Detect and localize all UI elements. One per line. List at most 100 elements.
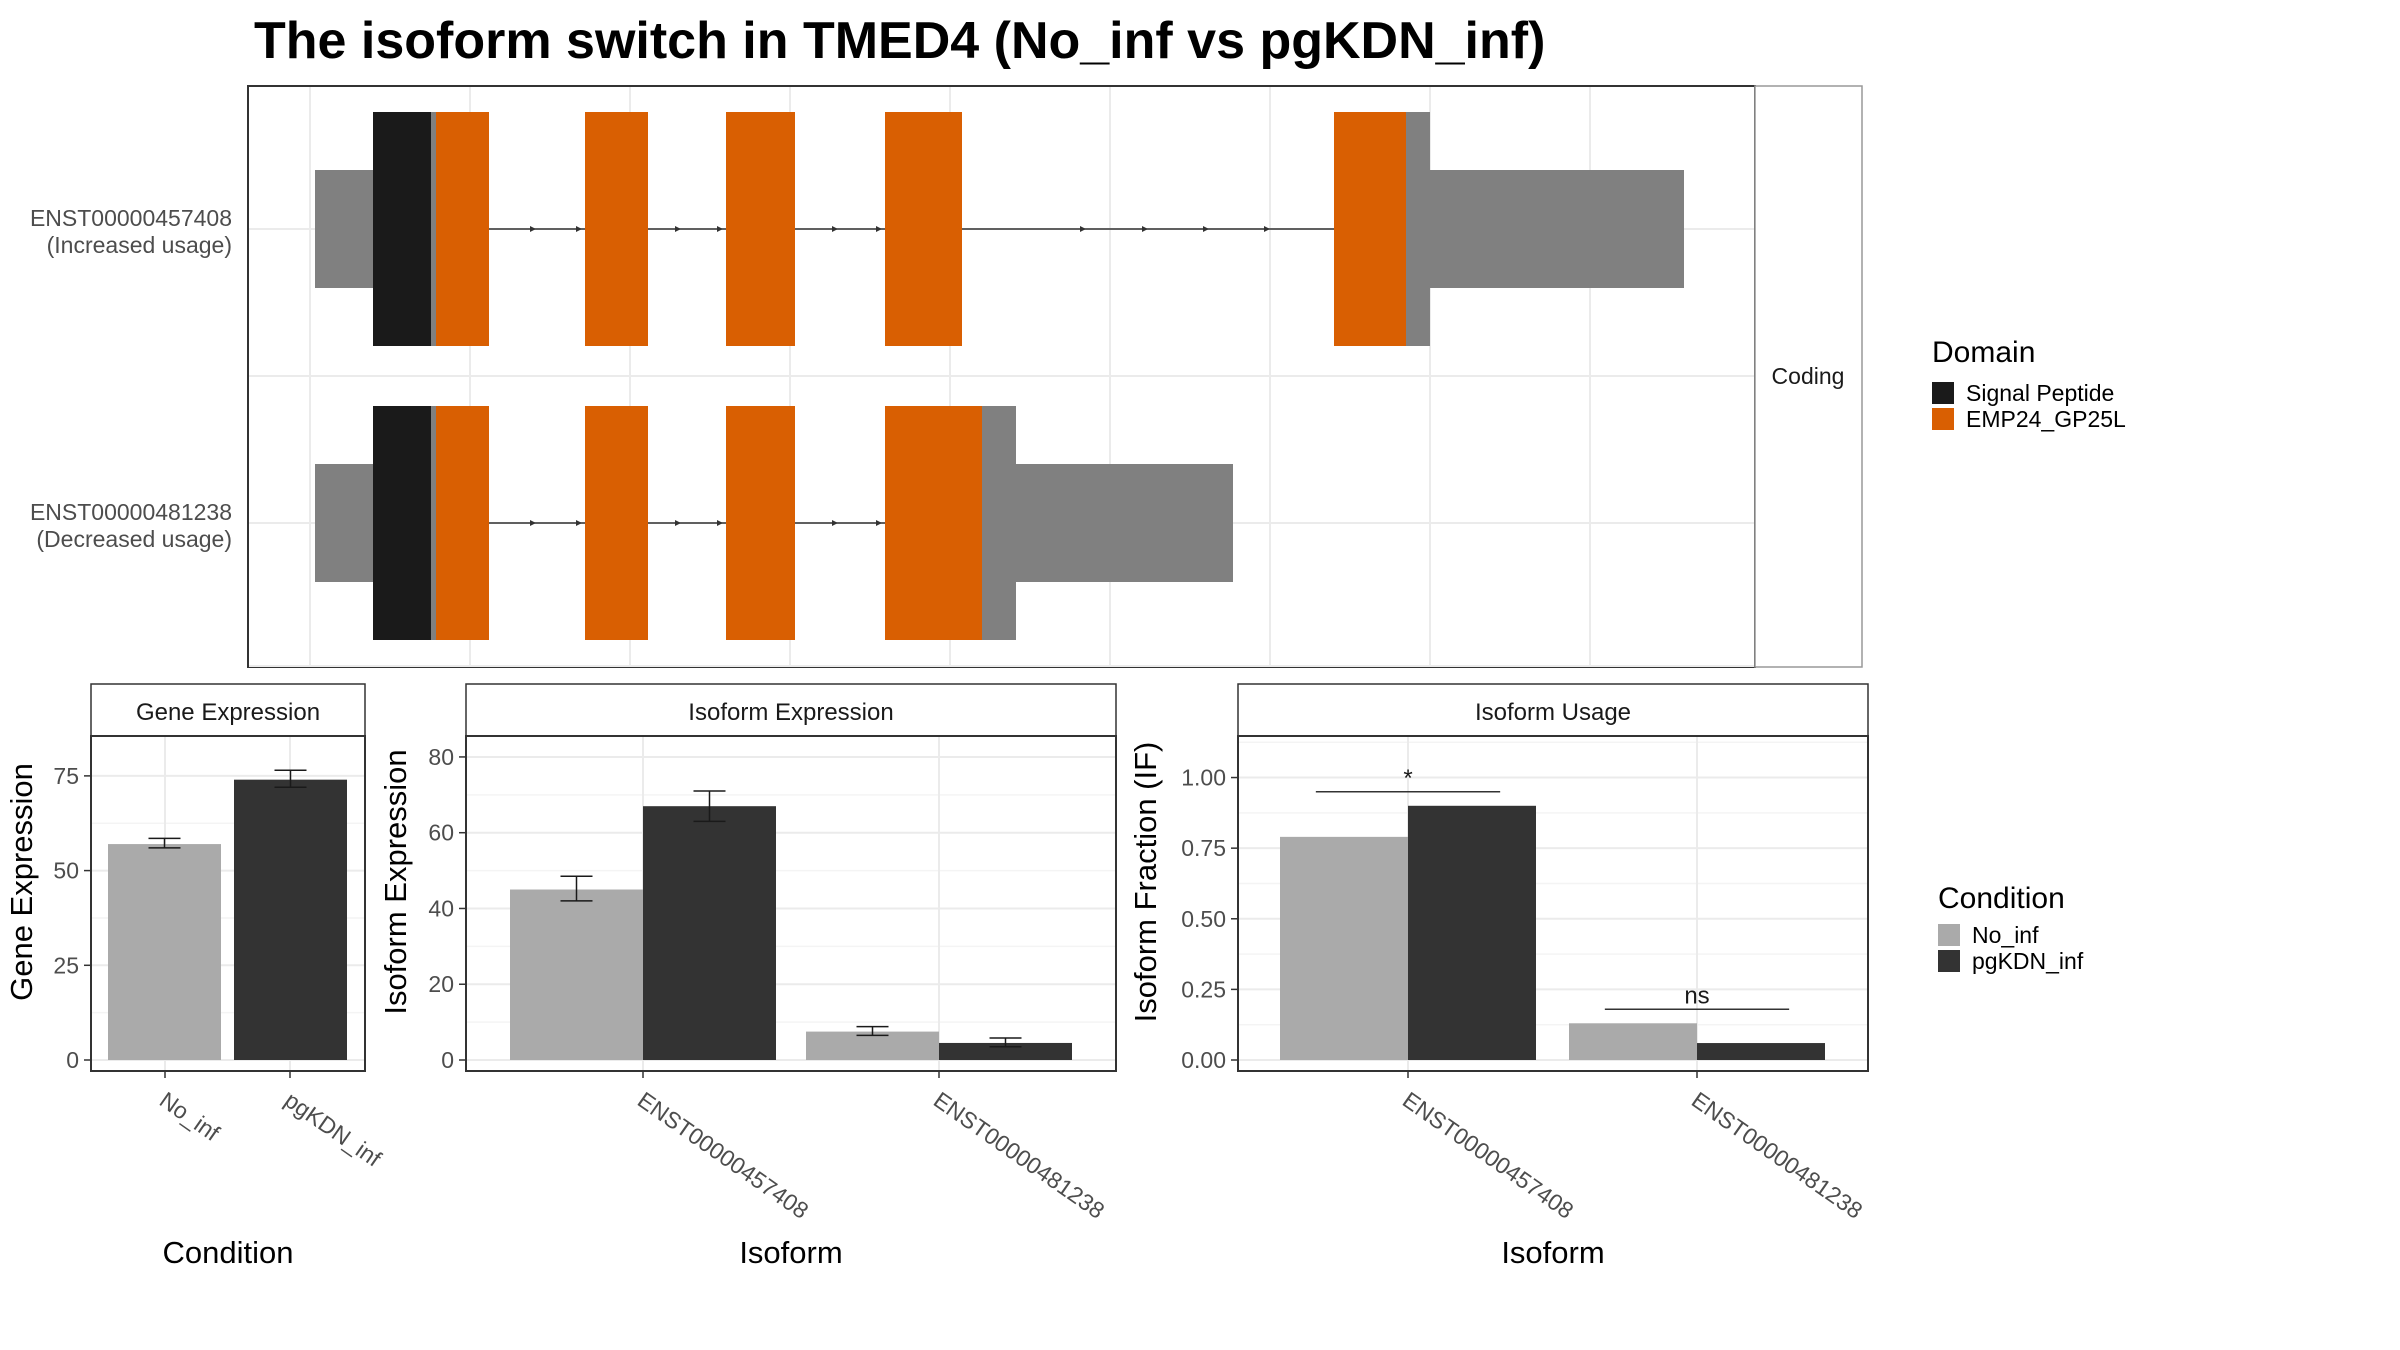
bar — [806, 1031, 939, 1060]
intron-arrow — [576, 520, 582, 526]
utr-block — [1404, 170, 1684, 288]
y-tick-label: 1.00 — [1181, 765, 1226, 791]
intron-arrow — [832, 226, 838, 232]
transcript-2-note: (Decreased usage) — [36, 526, 232, 552]
intron-arrow — [1264, 226, 1270, 232]
intron-arrow — [576, 226, 582, 232]
intron-arrow — [1203, 226, 1209, 232]
emp24-domain-block — [1334, 112, 1406, 346]
bar — [108, 844, 221, 1060]
y-tick-label: 0 — [66, 1047, 79, 1073]
y-tick-label: 40 — [428, 895, 454, 921]
intron-arrow — [717, 520, 723, 526]
transcript-1-note: (Increased usage) — [47, 232, 232, 258]
cds-no-domain-block — [982, 406, 1016, 640]
condition-legend: Condition No_inf pgKDN_inf — [1938, 882, 2084, 974]
emp24-domain-block — [436, 112, 489, 346]
intron-arrow — [717, 226, 723, 232]
legend-swatch-no-inf — [1938, 924, 1960, 946]
emp24-domain-block — [726, 112, 795, 346]
structure-shapes — [315, 112, 1684, 640]
x-tick-label: ENST00000457408 — [1398, 1087, 1578, 1224]
utr-block — [315, 464, 373, 582]
signal-peptide-block — [373, 112, 431, 346]
panel-strip — [1237, 683, 1869, 737]
cds-no-domain-block — [1406, 112, 1430, 346]
strip-coding — [1754, 85, 1863, 668]
utr-block — [980, 464, 1233, 582]
legend-label-signal-peptide: Signal Peptide — [1966, 380, 2114, 406]
legend-swatch-pgkdn-inf — [1938, 950, 1960, 972]
structure-panel: Coding ENST00000457408 (Increased usage)… — [30, 85, 1863, 668]
emp24-domain-block — [726, 406, 795, 640]
cds-no-domain-block — [431, 112, 436, 346]
y-tick-label: 0.25 — [1181, 976, 1226, 1002]
domain-legend: Domain Signal Peptide EMP24_GP25L — [1932, 336, 2126, 432]
y-tick-label: 25 — [53, 952, 79, 978]
y-tick-label: 0.50 — [1181, 906, 1226, 932]
bar — [643, 806, 776, 1060]
significance-label: * — [1403, 765, 1412, 792]
significance-label: ns — [1684, 982, 1709, 1009]
y-tick-label: 60 — [428, 820, 454, 846]
x-tick-label: pgKDN_inf — [280, 1087, 387, 1172]
intron-arrow — [530, 520, 536, 526]
bar — [1569, 1023, 1697, 1060]
intron-arrow — [876, 226, 882, 232]
transcript-1-id: ENST00000457408 — [30, 205, 232, 231]
transcript-2-id: ENST00000481238 — [30, 499, 232, 525]
isoform-expression-xlabel: Isoform — [739, 1235, 842, 1270]
bar — [939, 1042, 1072, 1060]
isoform-expression-panel: Isoform Expression Isoform Isoform Expre… — [378, 683, 1117, 1270]
isoform-usage-strip-label: Isoform Usage — [1475, 699, 1631, 726]
intron-arrow — [1080, 226, 1086, 232]
strip-coding-label: Coding — [1772, 363, 1845, 389]
intron-arrow — [1142, 226, 1148, 232]
legend-label-emp24: EMP24_GP25L — [1966, 406, 2126, 432]
bar — [1697, 1043, 1825, 1060]
y-tick-label: 20 — [428, 971, 454, 997]
bar — [1408, 805, 1536, 1060]
isoform-expression-strip-label: Isoform Expression — [688, 699, 893, 726]
condition-legend-title: Condition — [1938, 882, 2065, 915]
intron-arrow — [675, 226, 681, 232]
x-tick-label: ENST00000457408 — [633, 1087, 813, 1224]
cds-no-domain-block — [431, 406, 436, 640]
isoform-usage-panel: Isoform Usage Isoform Isoform Fraction (… — [1128, 683, 1869, 1270]
y-tick-label: 0 — [441, 1047, 454, 1073]
panel-strip — [465, 683, 1117, 737]
emp24-domain-block — [585, 406, 648, 640]
isoform-expression-ylabel: Isoform Expression — [378, 749, 413, 1014]
domain-legend-title: Domain — [1932, 336, 2035, 369]
gene-expression-ylabel: Gene Expression — [4, 763, 39, 1001]
x-tick-label: No_inf — [155, 1087, 225, 1147]
intron-arrow — [876, 520, 882, 526]
isoform-usage-ylabel: Isoform Fraction (IF) — [1128, 742, 1163, 1023]
gene-expression-strip-label: Gene Expression — [136, 699, 320, 726]
x-tick-label: ENST00000481238 — [1687, 1087, 1867, 1224]
isoform-usage-xlabel: Isoform — [1501, 1235, 1604, 1270]
y-tick-label: 0.00 — [1181, 1047, 1226, 1073]
y-tick-label: 50 — [53, 858, 79, 884]
intron-arrow — [675, 520, 681, 526]
bar — [510, 889, 643, 1060]
legend-label-no-inf: No_inf — [1972, 922, 2039, 948]
legend-swatch-signal-peptide — [1932, 382, 1954, 404]
emp24-domain-block — [885, 112, 962, 346]
y-tick-label: 80 — [428, 744, 454, 770]
legend-swatch-emp24 — [1932, 408, 1954, 430]
y-tick-label: 0.75 — [1181, 835, 1226, 861]
legend-label-pgkdn-inf: pgKDN_inf — [1972, 948, 2084, 974]
emp24-domain-block — [585, 112, 648, 346]
bar — [1280, 836, 1408, 1060]
emp24-domain-block — [436, 406, 489, 640]
intron-arrow — [832, 520, 838, 526]
figure-title: The isoform switch in TMED4 (No_inf vs p… — [254, 12, 1545, 70]
intron-arrow — [530, 226, 536, 232]
gene-expression-panel: Gene Expression Condition Gene Expressio… — [4, 683, 387, 1270]
bar — [234, 779, 347, 1060]
emp24-domain-block — [885, 406, 982, 640]
y-tick-label: 75 — [53, 763, 79, 789]
utr-block — [315, 170, 373, 288]
